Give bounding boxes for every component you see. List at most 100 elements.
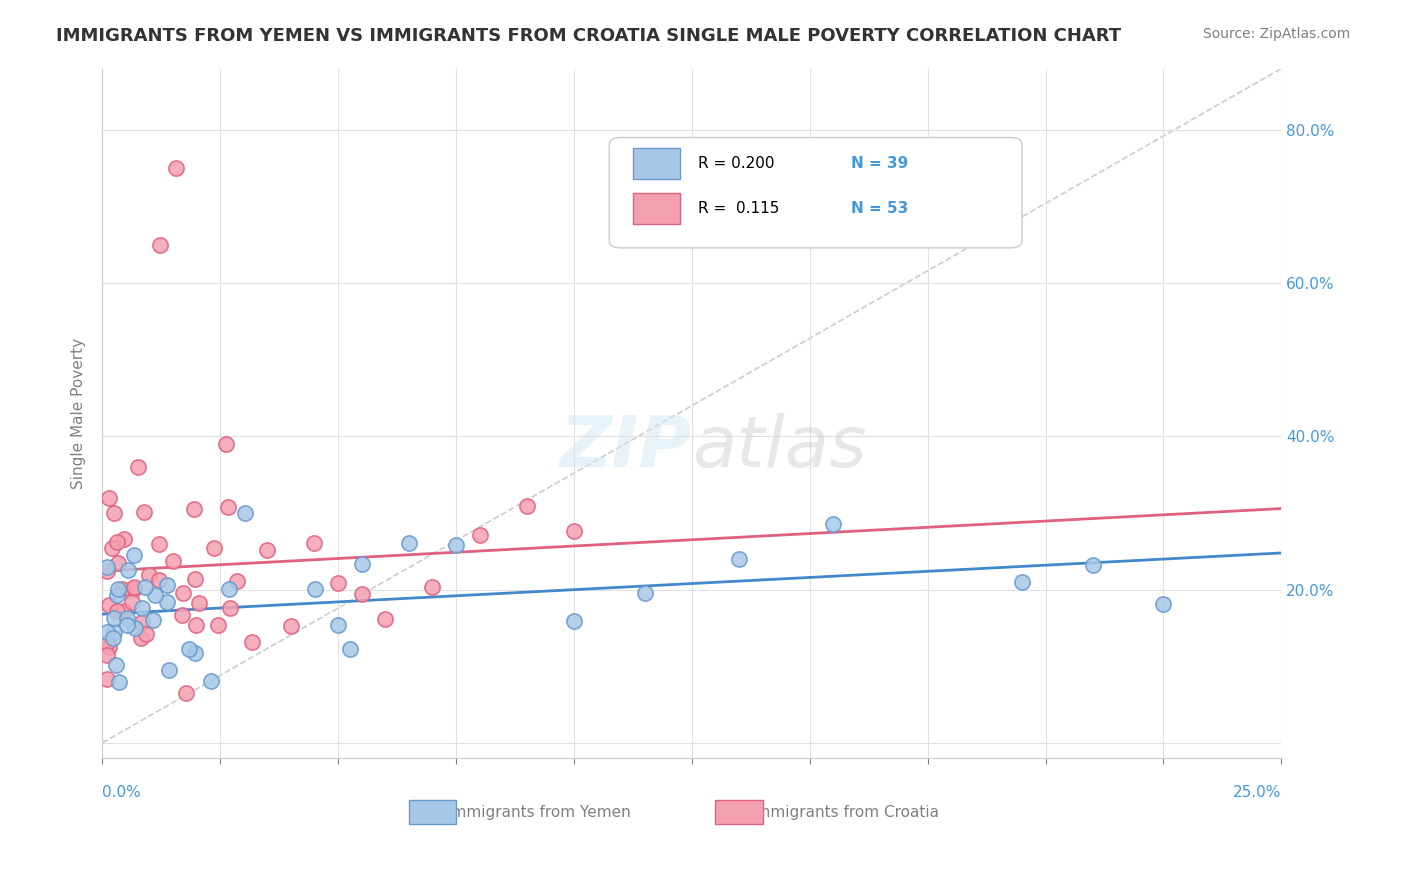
Point bbox=[215, 437, 238, 451]
Point bbox=[187, 596, 209, 610]
Point bbox=[143, 587, 166, 601]
Point bbox=[103, 507, 125, 521]
Point bbox=[105, 604, 128, 618]
Text: Immigrants from Croatia: Immigrants from Croatia bbox=[751, 805, 939, 820]
Point bbox=[218, 582, 240, 597]
Point bbox=[179, 642, 201, 657]
FancyBboxPatch shape bbox=[609, 137, 1022, 248]
Point bbox=[98, 598, 121, 612]
Point bbox=[256, 543, 278, 558]
Point bbox=[516, 499, 538, 513]
Point bbox=[1153, 597, 1175, 611]
Point bbox=[304, 582, 326, 597]
Point bbox=[117, 563, 139, 577]
Point bbox=[374, 612, 396, 626]
Point bbox=[135, 627, 157, 641]
Point bbox=[172, 586, 194, 600]
Bar bbox=[633, 193, 681, 224]
Point bbox=[219, 600, 242, 615]
Text: N = 39: N = 39 bbox=[851, 156, 908, 171]
Point bbox=[156, 577, 179, 591]
Text: R =  0.115: R = 0.115 bbox=[697, 201, 779, 216]
Text: 25.0%: 25.0% bbox=[1233, 785, 1281, 800]
Point bbox=[174, 686, 197, 700]
Bar bbox=[633, 148, 681, 179]
Point bbox=[97, 491, 120, 505]
Point bbox=[218, 500, 240, 514]
Point bbox=[115, 618, 138, 632]
Point bbox=[148, 574, 170, 588]
Point bbox=[122, 582, 145, 596]
Point bbox=[444, 538, 467, 552]
Point bbox=[108, 674, 131, 689]
Point bbox=[304, 535, 326, 549]
Point bbox=[207, 618, 229, 632]
Point bbox=[202, 541, 225, 555]
Point bbox=[96, 672, 118, 686]
Point bbox=[562, 614, 585, 628]
Point bbox=[350, 558, 373, 572]
Point bbox=[101, 631, 124, 645]
Point bbox=[200, 673, 222, 688]
Text: N = 53: N = 53 bbox=[851, 201, 908, 216]
Point bbox=[112, 532, 135, 546]
Point bbox=[350, 586, 373, 600]
Point bbox=[728, 551, 751, 566]
Point bbox=[468, 528, 491, 542]
Point bbox=[112, 604, 135, 618]
Point bbox=[562, 524, 585, 538]
Point bbox=[633, 586, 655, 600]
Y-axis label: Single Male Poverty: Single Male Poverty bbox=[72, 338, 86, 489]
Point bbox=[107, 582, 129, 597]
Point bbox=[96, 564, 118, 578]
Point bbox=[823, 517, 845, 532]
Point bbox=[122, 580, 145, 594]
Point bbox=[184, 573, 207, 587]
Point bbox=[115, 610, 138, 624]
Point bbox=[105, 588, 128, 602]
Point bbox=[165, 161, 187, 176]
Point bbox=[233, 506, 256, 520]
Point bbox=[127, 460, 149, 475]
Point bbox=[124, 621, 146, 635]
Point bbox=[148, 537, 170, 551]
Point bbox=[1011, 575, 1033, 590]
Point bbox=[105, 658, 128, 673]
Point bbox=[142, 613, 165, 627]
Point bbox=[170, 608, 193, 623]
Point bbox=[105, 534, 128, 549]
Point bbox=[226, 574, 249, 588]
Point bbox=[398, 535, 420, 549]
Point bbox=[184, 646, 207, 660]
Point bbox=[149, 237, 172, 252]
Text: Immigrants from Yemen: Immigrants from Yemen bbox=[447, 805, 630, 820]
Point bbox=[124, 548, 146, 562]
Bar bbox=[716, 799, 762, 823]
Point bbox=[326, 617, 349, 632]
Point bbox=[339, 642, 361, 657]
Point bbox=[96, 635, 118, 649]
Point bbox=[134, 580, 156, 594]
Point bbox=[103, 625, 125, 640]
Point bbox=[96, 560, 118, 574]
Point bbox=[1081, 558, 1104, 573]
Point bbox=[184, 618, 207, 632]
Point bbox=[157, 663, 180, 677]
Point bbox=[121, 594, 143, 608]
Text: IMMIGRANTS FROM YEMEN VS IMMIGRANTS FROM CROATIA SINGLE MALE POVERTY CORRELATION: IMMIGRANTS FROM YEMEN VS IMMIGRANTS FROM… bbox=[56, 27, 1122, 45]
Point bbox=[131, 601, 153, 615]
Point bbox=[103, 611, 125, 625]
Point bbox=[183, 502, 205, 516]
Point bbox=[242, 634, 264, 648]
Point bbox=[162, 554, 184, 568]
Point bbox=[132, 505, 155, 519]
Text: atlas: atlas bbox=[692, 413, 866, 483]
Bar bbox=[409, 799, 456, 823]
Text: Source: ZipAtlas.com: Source: ZipAtlas.com bbox=[1202, 27, 1350, 41]
Point bbox=[96, 648, 118, 662]
Point bbox=[97, 640, 120, 654]
Point bbox=[96, 625, 118, 640]
Point bbox=[280, 619, 302, 633]
Text: R = 0.200: R = 0.200 bbox=[697, 156, 775, 171]
Text: 0.0%: 0.0% bbox=[103, 785, 141, 800]
